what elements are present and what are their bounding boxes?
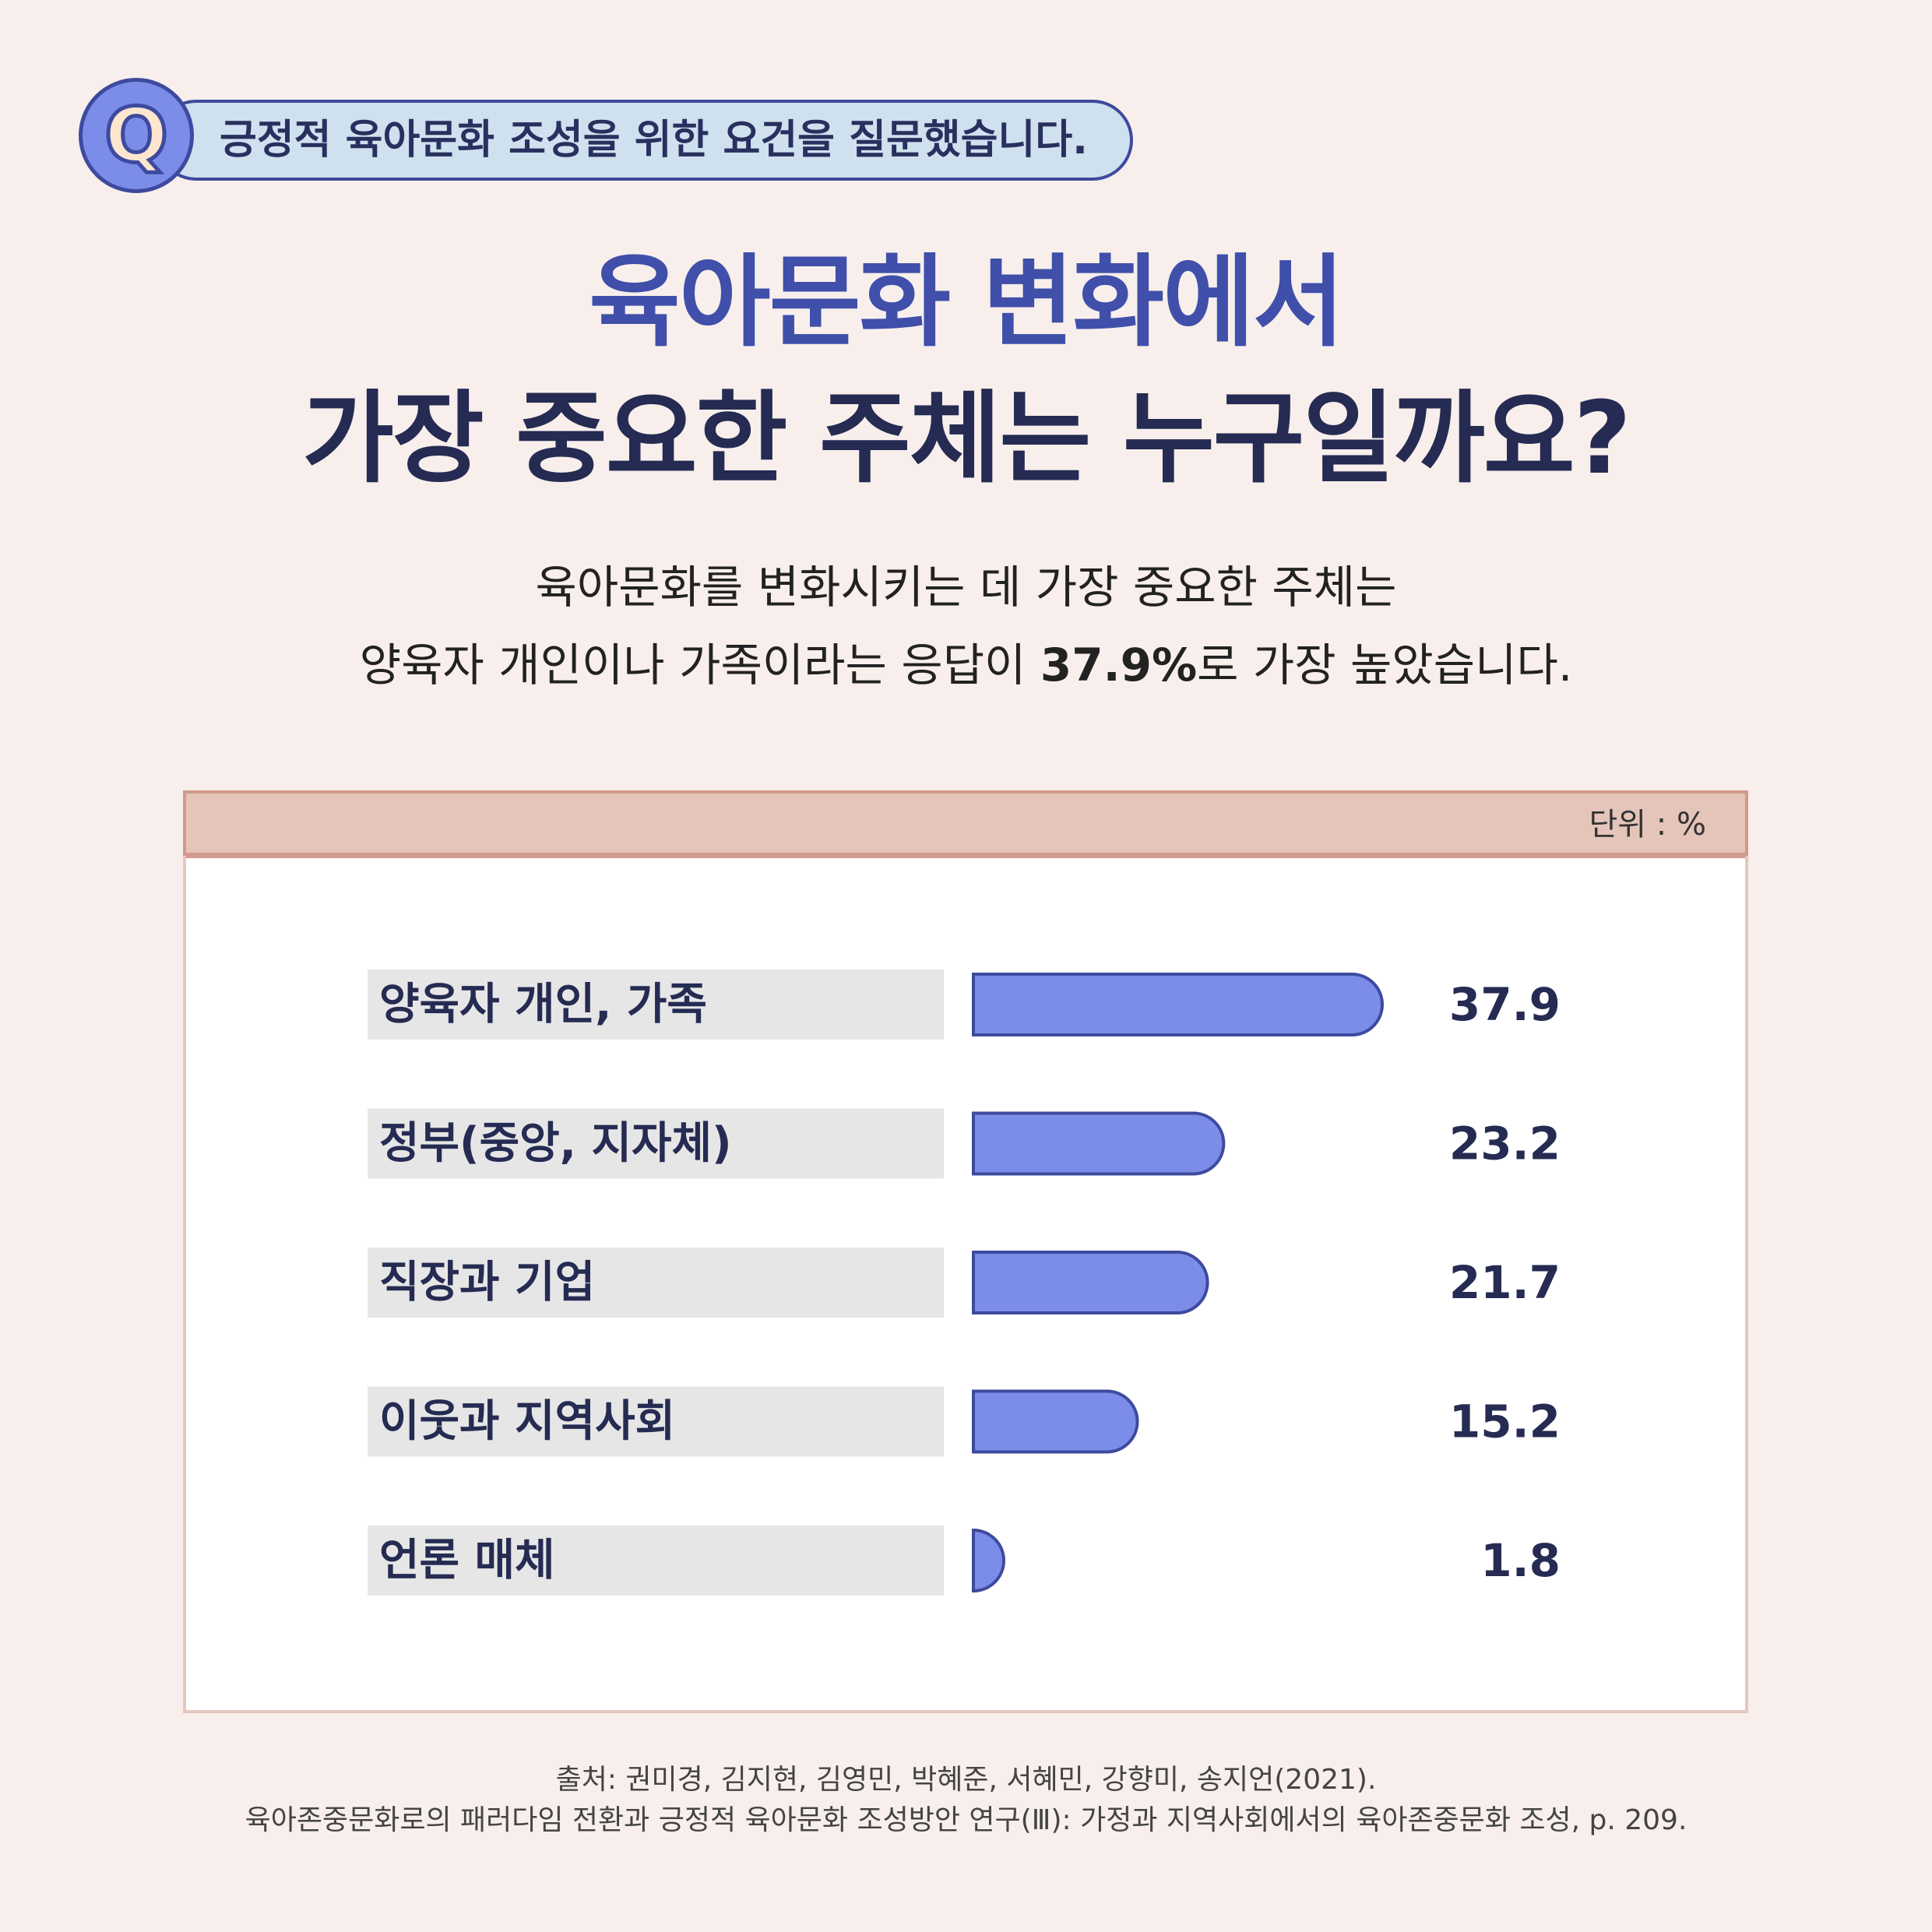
category-label: 양육자 개인, 가족 (379, 980, 707, 1030)
bar (972, 973, 1384, 1036)
summary-line2-after: 로 가장 높았습니다. (1197, 639, 1573, 692)
value-label: 37.9 (1449, 978, 1561, 1031)
chart-header: 단위 : % (186, 794, 1745, 858)
bar (972, 1111, 1226, 1176)
value-label: 15.2 (1449, 1395, 1561, 1448)
category-label-bg (368, 1248, 944, 1318)
category-label: 이웃과 지역사회 (379, 1396, 675, 1447)
summary-line1: 육아문화를 변화시키는 데 가장 중요한 주체는 (535, 561, 1397, 614)
summary-line2: 양육자 개인이나 가족이라는 응답이 37.9%로 가장 높았습니다. (0, 642, 1932, 688)
category-label-bg (368, 1108, 944, 1179)
category-label: 언론 매체 (379, 1536, 555, 1586)
headline-line2: 가장 중요한 주체는 누구일까요? (302, 381, 1631, 497)
bar (972, 1389, 1139, 1454)
value-label: 23.2 (1449, 1117, 1561, 1170)
category-label: 직장과 기업 (379, 1258, 595, 1308)
category-label-bg (368, 1526, 944, 1596)
source-line2: 육아존중문화로의 패러다임 전환과 긍정적 육아문화 조성방안 연구(Ⅲ): 가… (245, 1804, 1687, 1836)
unit-label: 단위 : % (1589, 807, 1706, 843)
value-label: 1.8 (1480, 1534, 1561, 1587)
question-text: 긍정적 육아문화 조성을 위한 요건을 질문했습니다. (220, 117, 1088, 164)
question-banner: 긍정적 육아문화 조성을 위한 요건을 질문했습니다. (156, 100, 1133, 181)
q-badge-letter: Q (103, 92, 171, 179)
value-label: 21.7 (1449, 1256, 1561, 1309)
bar (972, 1251, 1209, 1314)
bar (972, 1528, 1005, 1593)
category-label-bg (368, 970, 944, 1040)
category-label-bg (368, 1386, 944, 1457)
summary-highlight: 37.9% (1040, 639, 1198, 692)
category-label: 정부(중앙, 지자체) (379, 1118, 732, 1169)
headline-line1: 육아문화 변화에서 (589, 245, 1345, 361)
q-badge-icon: Q (79, 78, 194, 193)
source-line1: 출처: 권미경, 김지현, 김영민, 박혜준, 서혜민, 강향미, 송지언(20… (555, 1764, 1377, 1796)
summary-line2-before: 양육자 개인이나 가족이라는 응답이 (359, 639, 1040, 692)
